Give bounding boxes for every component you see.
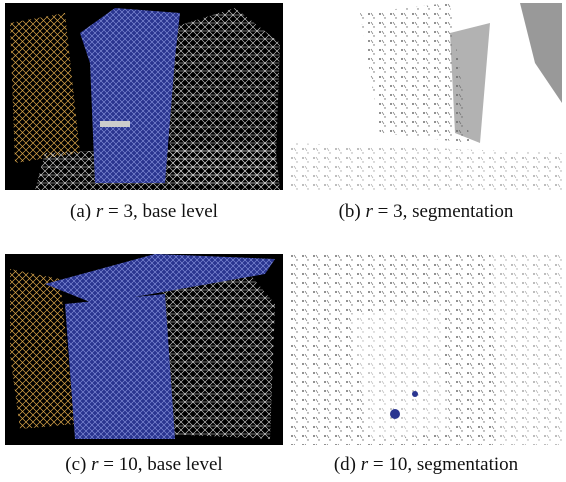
caption-variable: r <box>91 454 98 475</box>
caption-text: = 10, segmentation <box>373 454 518 475</box>
caption-variable: r <box>365 201 372 222</box>
caption-variable: r <box>361 454 368 475</box>
caption: (a) r = 3, base level <box>5 201 283 223</box>
caption-variable: r <box>96 201 103 222</box>
segmentation-image <box>290 3 562 190</box>
caption-label: (c) <box>65 454 86 475</box>
page: (a) r = 3, base level (b) r = 3, segment… <box>0 0 566 482</box>
caption-label: (b) <box>339 201 361 222</box>
caption: (c) r = 10, base level <box>5 454 283 476</box>
segmentation-image <box>290 254 562 445</box>
caption-text: = 3, base level <box>108 201 218 222</box>
caption-text: = 3, segmentation <box>378 201 514 222</box>
mesh-image <box>5 3 283 190</box>
mesh-image <box>5 254 283 445</box>
caption: (b) r = 3, segmentation <box>290 201 562 223</box>
caption-label: (a) <box>70 201 91 222</box>
caption-text: = 10, base level <box>103 454 222 475</box>
caption: (d) r = 10, segmentation <box>290 454 562 476</box>
caption-label: (d) <box>334 454 356 475</box>
